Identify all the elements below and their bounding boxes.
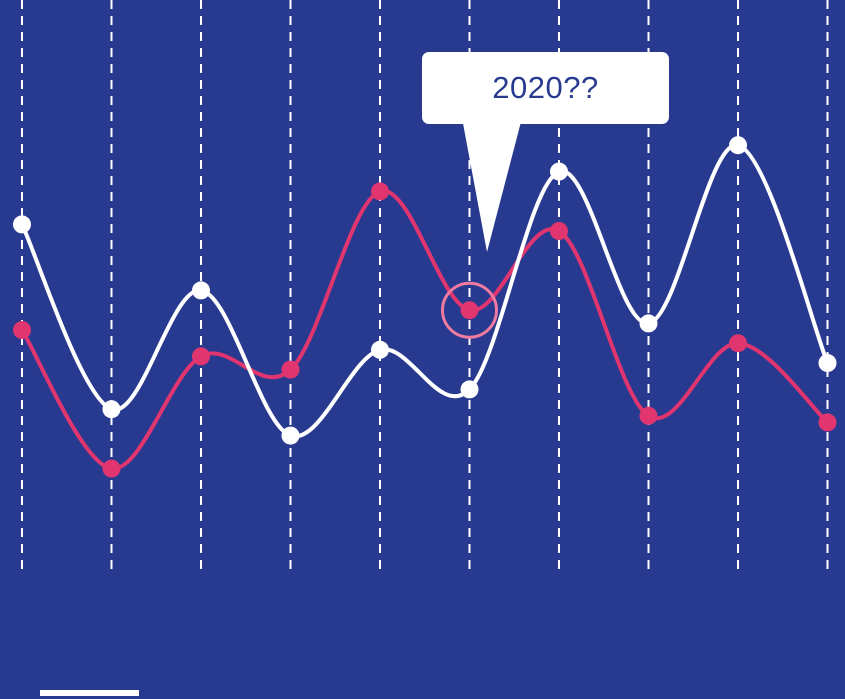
data-point-pink	[13, 321, 31, 339]
highlight-ring	[441, 281, 498, 339]
series-line-pink	[20, 189, 830, 471]
data-point-white	[102, 400, 121, 419]
annotation-callout	[422, 52, 669, 252]
annotation-label: 2020??	[492, 70, 599, 105]
callout-pointer	[462, 118, 522, 252]
points-layer	[13, 136, 837, 478]
data-point-pink	[550, 222, 568, 240]
data-point-pink	[818, 413, 837, 432]
data-point-pink	[639, 406, 658, 425]
data-point-white	[13, 215, 31, 234]
data-point-pink	[371, 182, 389, 201]
data-point-pink	[729, 334, 747, 353]
data-point-white	[818, 354, 837, 372]
data-point-white	[192, 281, 210, 300]
data-point-pink	[192, 347, 210, 366]
data-point-white	[729, 136, 747, 155]
data-point-pink	[281, 360, 300, 379]
callout-box	[422, 52, 669, 124]
data-point-white	[550, 162, 568, 181]
series-layer	[20, 143, 830, 471]
data-point-white	[371, 340, 389, 359]
data-point-white	[460, 380, 479, 399]
data-point-pink	[460, 301, 479, 320]
data-point-pink	[102, 459, 121, 478]
data-point-white	[281, 426, 300, 445]
bottom-bar	[40, 690, 139, 696]
data-point-white	[639, 314, 658, 333]
series-line-white	[20, 143, 830, 439]
